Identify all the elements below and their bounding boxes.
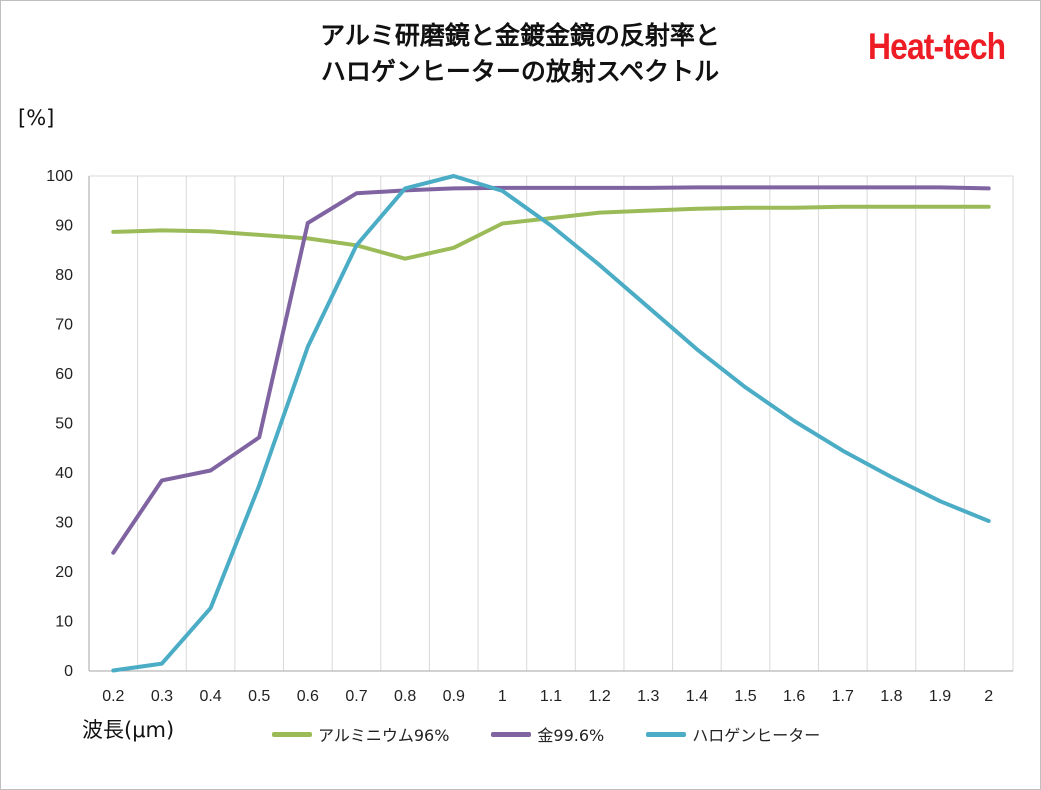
chart-title-line-2: ハロゲンヒーターの放射スペクトル	[320, 57, 720, 86]
grid-lines	[88, 175, 1014, 671]
y-axis-label: [%]	[18, 106, 55, 130]
legend-item-halogen: ハロゲンヒーター	[646, 722, 820, 746]
x-tick-label: 1.6	[783, 688, 805, 705]
x-tick-label: 0.8	[394, 688, 416, 705]
x-tick-label: 1.8	[880, 688, 902, 705]
legend-label-aluminum: アルミニウム96%	[318, 726, 450, 745]
legend-item-aluminum: アルミニウム96%	[272, 722, 449, 746]
x-tick-label: 1.2	[589, 688, 611, 705]
x-tick-label: 1	[498, 688, 507, 705]
tick-labels: 0 10 20 30 40 50 60 70 80 90 100 0.2 0.3 0.4 0.5 0.6 0.7…	[46, 168, 993, 705]
legend: アルミニウム96% 金99.6% ハロゲンヒーター	[272, 722, 862, 746]
y-tick-label: 100	[46, 168, 73, 185]
legend-swatch-gold	[491, 731, 532, 737]
x-tick-label: 0.5	[248, 688, 270, 705]
y-tick-label: 10	[55, 614, 73, 631]
y-tick-label: 20	[55, 564, 73, 581]
x-tick-label: 1.9	[929, 688, 951, 705]
y-tick-label: 50	[55, 416, 73, 433]
legend-item-gold: 金99.6%	[491, 722, 604, 746]
x-tick-label: 2	[984, 688, 993, 705]
chart-title: アルミ研磨鏡と金鍍金鏡の反射率と ハロゲンヒーターの放射スペクトル	[200, 18, 840, 90]
x-tick-label: 0.4	[199, 688, 221, 705]
series-line-aluminum	[111, 204, 991, 261]
x-tick-label: 1.5	[734, 688, 756, 705]
x-axis-label: 波長(μm)	[82, 718, 175, 742]
series-line-halogen	[111, 174, 991, 673]
legend-swatch-halogen	[646, 731, 687, 737]
x-tick-label: 1.7	[832, 688, 854, 705]
y-tick-label: 60	[55, 366, 73, 383]
y-tick-label: 90	[55, 218, 73, 235]
x-tick-label: 0.6	[297, 688, 319, 705]
x-tick-label: 0.7	[345, 688, 367, 705]
chart-title-line-1: アルミ研磨鏡と金鍍金鏡の反射率と	[320, 21, 720, 50]
y-tick-label: 80	[55, 267, 73, 284]
legend-swatch-aluminum	[272, 731, 312, 737]
series-lines	[111, 174, 991, 673]
series-line-gold	[111, 185, 991, 555]
brand-logo: Heat-tech	[868, 26, 1006, 67]
y-tick-label: 30	[55, 515, 73, 532]
y-tick-label: 40	[55, 465, 73, 482]
x-tick-label: 1.1	[540, 688, 562, 705]
x-tick-label: 1.3	[637, 688, 659, 705]
x-tick-label: 0.9	[443, 688, 465, 705]
x-tick-label: 0.2	[102, 688, 124, 705]
x-tick-label: 1.4	[686, 688, 708, 705]
axes	[88, 176, 1013, 672]
y-tick-label: 70	[55, 317, 73, 334]
x-tick-label: 0.3	[151, 688, 173, 705]
y-tick-label: 0	[64, 663, 73, 680]
legend-label-halogen: ハロゲンヒーター	[692, 726, 821, 745]
legend-label-gold: 金99.6%	[537, 726, 605, 745]
